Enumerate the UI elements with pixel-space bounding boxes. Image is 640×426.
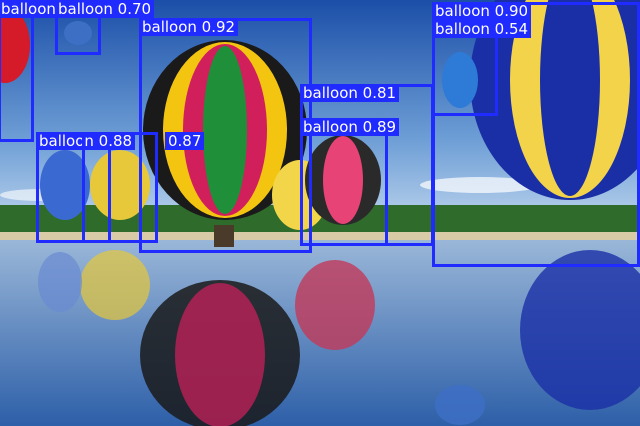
reflection xyxy=(38,252,82,312)
detection-box: balloon 0.89 xyxy=(300,118,400,246)
detection-label: balloon 0.88 xyxy=(36,132,136,150)
detection-label: balloon 0.54 xyxy=(432,20,532,38)
balloon-shape xyxy=(64,21,92,45)
detection-label: balloon 0.70 xyxy=(55,0,155,18)
cloud xyxy=(420,177,540,193)
detection-box: balloon xyxy=(0,0,59,142)
detection-box: balloon 0.88 xyxy=(36,132,136,243)
detection-box: balloon 0.90 xyxy=(432,2,640,267)
balloon-shape xyxy=(40,150,90,220)
reflection xyxy=(295,260,375,350)
reflection xyxy=(520,250,640,410)
balloon-shape xyxy=(0,7,30,83)
detection-label: balloon 0.90 xyxy=(432,2,532,20)
detection-label: balloon 0.89 xyxy=(300,118,400,136)
reflection xyxy=(80,250,150,320)
detection-label: balloon 0.92 xyxy=(139,18,239,36)
detection-label: balloon xyxy=(0,0,59,18)
reflection xyxy=(435,385,485,425)
balloon-shape xyxy=(442,52,478,108)
balloon-shape xyxy=(143,40,307,247)
detection-label: balloon 0.81 xyxy=(300,84,400,102)
shore xyxy=(0,232,640,242)
detection-box: 0.87 xyxy=(82,132,205,243)
detection-label: 0.87 xyxy=(165,132,205,150)
detection-box: balloon 0.70 xyxy=(55,0,155,55)
detection-box: balloon 0.54 xyxy=(432,20,532,116)
balloon-shape xyxy=(90,150,150,220)
